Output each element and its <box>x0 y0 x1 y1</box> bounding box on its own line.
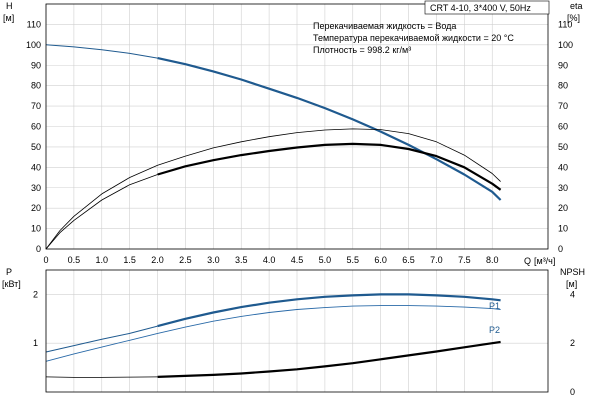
bottom-y-ticks-left: 12 <box>33 289 38 348</box>
top-y-ticks-right: 0 10 20 30 40 50 60 70 80 90 100 110 <box>558 19 573 254</box>
x-tick-label: 2.5 <box>179 255 192 265</box>
curve-eta <box>157 142 502 191</box>
y-tick-label-right: 20 <box>558 203 568 213</box>
x-tick-label: 3.0 <box>207 255 220 265</box>
y-tick-label-right: 30 <box>558 183 568 193</box>
x-tick-label: 5.5 <box>347 255 360 265</box>
y-tick-label-left: 60 <box>31 122 41 132</box>
y-tick-label-left: 50 <box>31 142 41 152</box>
p-axis-title: P <box>6 267 12 277</box>
x-tick-label: 4.5 <box>291 255 304 265</box>
top-plot-frame <box>45 3 549 250</box>
y-axis-right-title: eta <box>570 1 583 11</box>
y-tick-label-right: 110 <box>558 19 572 29</box>
curve-NPSH <box>157 340 501 378</box>
x-tick-label: 0.5 <box>68 255 81 265</box>
y-tick-label-left: 0 <box>36 244 41 254</box>
x-axis-title: Q <box>524 256 531 266</box>
bottom-curves <box>45 293 501 378</box>
curve-eta-thin <box>45 128 501 250</box>
y-tick-label-right: 70 <box>558 101 568 111</box>
y-tick-label-right: 80 <box>558 81 568 91</box>
y-tick-label-right: 50 <box>558 142 568 152</box>
y-tick-label-right: 60 <box>558 122 568 132</box>
title-box <box>424 0 550 15</box>
y-axis-left-title: H <box>6 1 13 11</box>
curve-P2 <box>45 305 501 362</box>
y-tick-label-left: 30 <box>31 183 41 193</box>
top-x-ticks: 0 0.5 1.0 1.5 2.0 2.5 3.0 3.5 4.0 4.5 5.0 5.5 6.0 6.5… <box>43 255 498 265</box>
npsh-axis-unit: [м] <box>566 279 577 289</box>
x-tick-label: 1.0 <box>96 255 109 265</box>
x-tick-label: 7.0 <box>430 255 443 265</box>
p-axis-unit: [кВт] <box>2 279 21 289</box>
npsh-tick-label: 4 <box>570 289 575 299</box>
npsh-tick-label: 2 <box>570 338 575 348</box>
x-tick-label: 3.5 <box>235 255 248 265</box>
pump-title: CRT 4-10, 3*400 V, 50Hz <box>430 3 531 13</box>
p2-label: P2 <box>489 325 500 335</box>
y-tick-label-left: 10 <box>31 224 41 234</box>
curve-P1 <box>45 325 158 353</box>
x-tick-label: 6.0 <box>374 255 387 265</box>
curve-H-extended <box>45 44 158 59</box>
p1-label: P1 <box>489 301 500 311</box>
y-tick-label-left: 20 <box>31 203 41 213</box>
top-y-ticks-left: 0 10 20 30 40 50 60 70 80 90 100 110 <box>26 19 41 254</box>
p-tick-label: 2 <box>33 289 38 299</box>
curve-P1 <box>157 293 501 328</box>
y-axis-right-unit: [%] <box>567 13 580 23</box>
x-tick-label: 5.0 <box>319 255 332 265</box>
y-tick-label-left: 80 <box>31 81 41 91</box>
x-tick-label: 8.0 <box>486 255 499 265</box>
npsh-tick-label: 0 <box>570 387 575 397</box>
x-tick-label: 7.5 <box>458 255 471 265</box>
y-tick-label-right: 90 <box>558 60 568 70</box>
bottom-y-ticks-right: 0 2 4 <box>570 289 575 397</box>
top-curves <box>45 44 502 250</box>
x-tick-label: 1.5 <box>123 255 136 265</box>
density-text: Плотность = 998.2 кг/м³ <box>313 45 411 55</box>
liquid-text: Перекачиваемая жидкость = Вода <box>313 21 456 31</box>
y-tick-label-right: 10 <box>558 224 568 234</box>
curve-H <box>157 57 502 201</box>
y-tick-label-right: 0 <box>558 244 563 254</box>
y-tick-label-right: 100 <box>558 40 573 50</box>
y-tick-label-left: 90 <box>31 60 41 70</box>
y-tick-label-left: 110 <box>27 19 41 29</box>
y-axis-left-unit: [м] <box>3 13 14 23</box>
y-tick-label-left: 40 <box>31 162 41 172</box>
p-tick-label: 1 <box>33 338 38 348</box>
npsh-axis-title: NPSH <box>560 267 585 277</box>
y-tick-label-left: 70 <box>31 101 41 111</box>
curve-NPSH <box>45 376 158 378</box>
bottom-plot-frame <box>45 269 549 393</box>
x-axis-unit: [м³/ч] <box>534 256 555 266</box>
bottom-grid <box>45 270 548 392</box>
y-tick-label-left: 100 <box>26 40 41 50</box>
temperature-text: Температура перекачиваемой жидкости = 20… <box>313 33 514 43</box>
curve-eta-extended <box>45 174 158 250</box>
x-tick-label: 0 <box>43 255 48 265</box>
x-tick-label: 4.0 <box>263 255 276 265</box>
y-tick-label-right: 40 <box>558 162 568 172</box>
x-tick-label: 6.5 <box>402 255 415 265</box>
x-tick-label: 2.0 <box>151 255 164 265</box>
